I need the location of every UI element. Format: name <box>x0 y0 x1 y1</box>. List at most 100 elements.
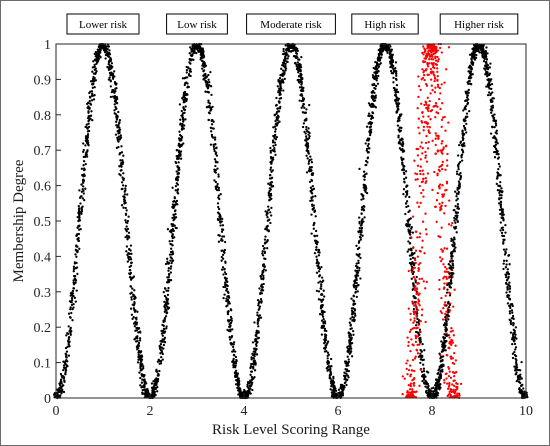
data-point <box>441 139 444 143</box>
data-point <box>62 364 66 367</box>
data-point <box>309 155 312 158</box>
data-point <box>367 102 371 105</box>
data-point <box>442 193 446 196</box>
data-point <box>442 287 446 290</box>
data-point <box>306 147 309 150</box>
data-point <box>436 85 440 88</box>
data-point <box>397 128 400 131</box>
data-point <box>513 350 516 354</box>
data-point <box>64 366 68 369</box>
data-point <box>511 314 515 318</box>
data-point <box>310 161 314 164</box>
data-point <box>519 369 522 372</box>
data-point <box>169 267 172 270</box>
data-point <box>434 152 437 156</box>
data-point <box>417 263 420 266</box>
data-point <box>356 290 359 293</box>
data-point <box>132 316 135 319</box>
data-point <box>411 358 415 362</box>
data-point <box>315 234 319 237</box>
data-point <box>420 78 423 81</box>
data-point <box>260 289 263 292</box>
data-point <box>391 65 394 68</box>
data-point <box>326 351 330 354</box>
data-point <box>349 337 353 340</box>
data-point <box>229 315 233 319</box>
data-point <box>515 337 518 340</box>
data-point <box>446 382 449 385</box>
data-point <box>416 107 419 110</box>
data-point <box>397 105 400 108</box>
data-point <box>67 343 70 346</box>
data-point <box>445 377 448 380</box>
data-point <box>443 265 447 269</box>
data-point <box>273 141 277 144</box>
data-point <box>166 293 170 297</box>
data-point <box>109 71 112 75</box>
data-point <box>312 227 315 230</box>
data-point <box>365 125 369 128</box>
data-point <box>443 275 446 278</box>
data-point <box>397 115 401 119</box>
data-point <box>139 366 142 370</box>
data-point <box>427 115 430 118</box>
data-point <box>264 269 267 272</box>
data-point <box>455 394 458 397</box>
data-point <box>180 127 184 131</box>
data-point <box>362 183 365 186</box>
data-point <box>185 68 189 72</box>
data-point <box>69 308 72 311</box>
data-point <box>330 365 333 368</box>
data-point <box>431 89 434 92</box>
data-point <box>310 232 313 235</box>
data-point <box>395 103 398 106</box>
data-point <box>143 384 146 387</box>
data-point <box>140 360 143 363</box>
data-point <box>221 224 225 227</box>
data-point <box>182 95 186 98</box>
data-point <box>234 355 238 359</box>
data-point <box>169 256 172 259</box>
data-point <box>398 130 401 133</box>
data-point <box>421 379 424 383</box>
data-point <box>86 139 89 142</box>
data-point <box>360 212 363 215</box>
data-point <box>493 125 496 129</box>
data-point <box>85 153 88 156</box>
data-point <box>308 135 311 138</box>
data-point <box>359 231 363 234</box>
data-point <box>417 147 420 151</box>
data-point <box>407 240 410 243</box>
data-point <box>259 316 263 319</box>
data-point <box>161 358 164 361</box>
data-point <box>359 277 362 280</box>
data-point <box>411 388 414 391</box>
data-point <box>118 126 121 129</box>
data-point <box>124 184 127 188</box>
data-point <box>467 88 470 92</box>
data-point <box>87 122 90 125</box>
data-point <box>413 251 416 255</box>
data-point <box>127 255 130 258</box>
data-point <box>223 281 227 284</box>
data-point <box>518 388 521 391</box>
data-point <box>354 291 357 294</box>
data-point <box>409 262 413 265</box>
data-point <box>132 304 136 307</box>
data-point <box>485 85 488 88</box>
data-point <box>333 386 336 389</box>
data-point <box>417 293 420 297</box>
data-point <box>425 391 428 395</box>
data-point <box>443 381 446 384</box>
data-point <box>238 389 241 392</box>
data-point <box>320 292 323 296</box>
data-point <box>344 374 347 378</box>
data-point <box>268 177 272 180</box>
data-point <box>409 394 412 397</box>
data-point <box>171 239 174 243</box>
data-point <box>210 123 214 126</box>
data-point <box>78 247 81 250</box>
data-point <box>353 303 356 306</box>
data-point <box>406 220 410 224</box>
data-point <box>347 376 350 379</box>
